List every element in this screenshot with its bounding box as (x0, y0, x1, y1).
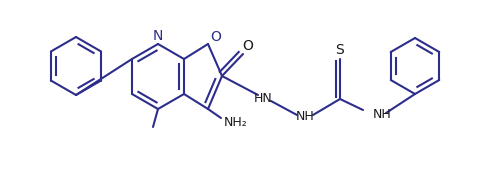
Text: NH: NH (296, 111, 314, 124)
Text: O: O (242, 39, 253, 53)
Text: S: S (336, 43, 344, 57)
Text: O: O (211, 30, 221, 44)
Text: N: N (153, 29, 163, 43)
Text: NH: NH (373, 107, 392, 120)
Text: HN: HN (253, 93, 272, 106)
Text: NH₂: NH₂ (224, 117, 248, 130)
